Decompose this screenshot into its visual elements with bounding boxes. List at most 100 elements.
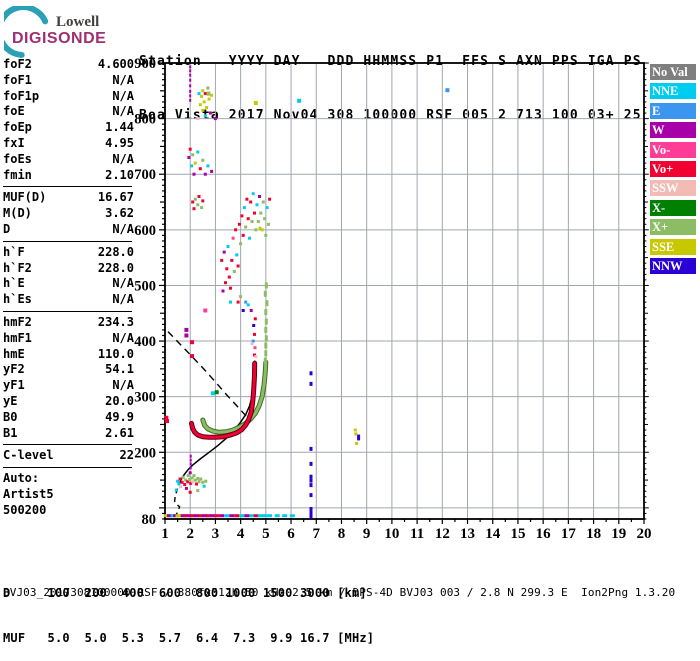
echo-cluster-645 — [201, 199, 205, 203]
param-label: Auto: — [3, 471, 40, 486]
station-header: Station YYYY DAY DDD HHMMSS P1 FFS S AXN… — [139, 17, 642, 143]
param-row: h`F2 228.0 — [3, 261, 134, 277]
param-value: 228.0 — [97, 244, 134, 259]
echo-high-cluster-820 — [203, 92, 207, 96]
param-label: yF1 — [3, 378, 25, 393]
param-label: foEp — [3, 120, 32, 135]
echo-bottom-noise — [234, 514, 240, 518]
param-value: N/A — [112, 72, 134, 87]
echo-asymptote-scatter — [254, 355, 258, 359]
echo-spread-f-cloud — [234, 228, 238, 232]
echo-mid-cluster-700 — [206, 164, 210, 168]
legend-item-nnw: NNW — [650, 257, 696, 274]
echo-spread-f-cloud — [258, 195, 261, 198]
param-label: h`E — [3, 276, 25, 291]
param-label: Artist5 — [3, 486, 54, 501]
echo-asymptote-scatter — [253, 317, 257, 321]
echo-es-vertical-w — [189, 458, 192, 462]
param-label: B0 — [3, 409, 18, 424]
param-separator — [3, 444, 132, 446]
echo-high-cluster-820 — [198, 103, 202, 107]
echo-high-cluster-820 — [208, 111, 212, 115]
echo-spread-f-cloud — [224, 281, 227, 285]
echo-bottom-noise — [214, 514, 220, 518]
x-axis-label: 3 — [212, 526, 220, 542]
echo-spread-f-cloud — [255, 203, 259, 207]
echo-x-trace-upper-dashes — [264, 350, 268, 357]
echo-sse-cluster-8p6 — [354, 432, 358, 436]
x-axis-label: 8 — [338, 526, 346, 542]
echo-bottom-noise — [209, 514, 215, 518]
echo-spread-f-cloud — [232, 270, 236, 273]
echo-bottom-noise — [202, 514, 208, 518]
param-value: 234.3 — [97, 314, 134, 329]
echo-es-cluster — [190, 476, 194, 480]
echo-mid-cluster-700 — [188, 147, 192, 151]
echo-w-column-top — [189, 94, 192, 98]
echo-high-cluster-820 — [200, 94, 204, 98]
echo-asymptote-scatter — [250, 342, 254, 346]
echo-spread-f-cloud — [226, 245, 230, 248]
param-label: h`F — [3, 244, 25, 259]
echo-isolated-dots — [190, 354, 194, 359]
param-row: fxI 4.95 — [3, 136, 134, 152]
echo-nnw-column-6p8 — [309, 474, 313, 479]
x-axis-label: 6 — [287, 526, 295, 542]
echo-spread-f-cloud — [236, 264, 240, 268]
param-row: yF1 N/A — [3, 378, 134, 394]
echo-bottom-noise — [219, 514, 225, 518]
echo-es-cluster — [192, 474, 196, 478]
param-row: hmF2 234.3 — [3, 315, 134, 331]
y-axis-label: 700 — [134, 167, 156, 183]
echo-mid-cluster-700 — [201, 158, 205, 162]
param-label: foEs — [3, 151, 32, 166]
echo-spread-f-cloud — [263, 217, 267, 221]
echo-nnw-column-6p8 — [309, 512, 313, 517]
param-label: hmF1 — [3, 330, 32, 345]
echo-cluster-645 — [193, 197, 197, 201]
param-value: 4.600 — [97, 57, 134, 71]
echo-bottom-noise — [253, 514, 259, 518]
echo-es-cluster — [204, 479, 208, 483]
echo-spread-f-cloud — [244, 225, 248, 229]
echo-spread-f-cloud — [260, 228, 264, 232]
param-row: h`Es N/A — [3, 292, 134, 308]
echo-cluster-645 — [191, 200, 195, 204]
echo-cluster-645 — [197, 195, 201, 198]
echo-bottom-noise — [282, 514, 288, 518]
y-axis-label: 300 — [134, 390, 156, 406]
x-axis-label: 15 — [510, 526, 525, 542]
param-row: yE 20.0 — [3, 394, 134, 410]
echo-high-cluster-820 — [213, 117, 217, 121]
echo-sse-cluster-8p6 — [353, 428, 357, 432]
echo-bottom-noise — [229, 514, 235, 518]
x-axis-label: 9 — [363, 526, 371, 542]
profile-dashed-topside — [167, 331, 252, 422]
echo-spread-f-cloud — [259, 211, 263, 215]
legend-item-w: W — [650, 122, 696, 139]
echo-nnw-column-6p8 — [309, 493, 313, 498]
echo-high-cluster-820 — [210, 93, 214, 97]
echo-mid-cluster-700 — [191, 153, 195, 157]
echo-es-cluster — [189, 481, 193, 485]
echo-es-cluster — [178, 477, 182, 481]
echo-spread-f-cloud — [239, 242, 243, 246]
echo-spread-f-cloud — [237, 222, 241, 226]
param-label: foF1p — [3, 88, 40, 103]
param-value: N/A — [112, 378, 134, 393]
echo-spread-f-cloud — [245, 197, 249, 201]
param-value: 2.10 — [105, 167, 134, 182]
doppler-direction-legend: No Val NNE E W Vo- Vo+ SSW X- X+ SSE NNW — [650, 64, 696, 277]
echo-es-cluster — [179, 485, 183, 489]
y-axis-label: 900 — [134, 56, 156, 72]
echo-nnw-column-6p8 — [309, 371, 313, 376]
echo-asymptote-scatter — [253, 332, 256, 336]
param-row: foEp 1.44 — [3, 120, 134, 136]
echo-es-vertical-w — [189, 454, 192, 458]
echo-x-trace-upper-dashes — [263, 290, 267, 297]
muf-row: MUF 5.0 5.0 5.3 5.7 6.4 7.3 9.9 16.7 [MH… — [3, 631, 375, 645]
echo-es-cluster — [202, 484, 206, 488]
echo-high-cluster-820 — [202, 100, 206, 104]
legend-item-no-val: No Val — [650, 64, 696, 80]
param-row: Artist5 — [3, 487, 134, 503]
